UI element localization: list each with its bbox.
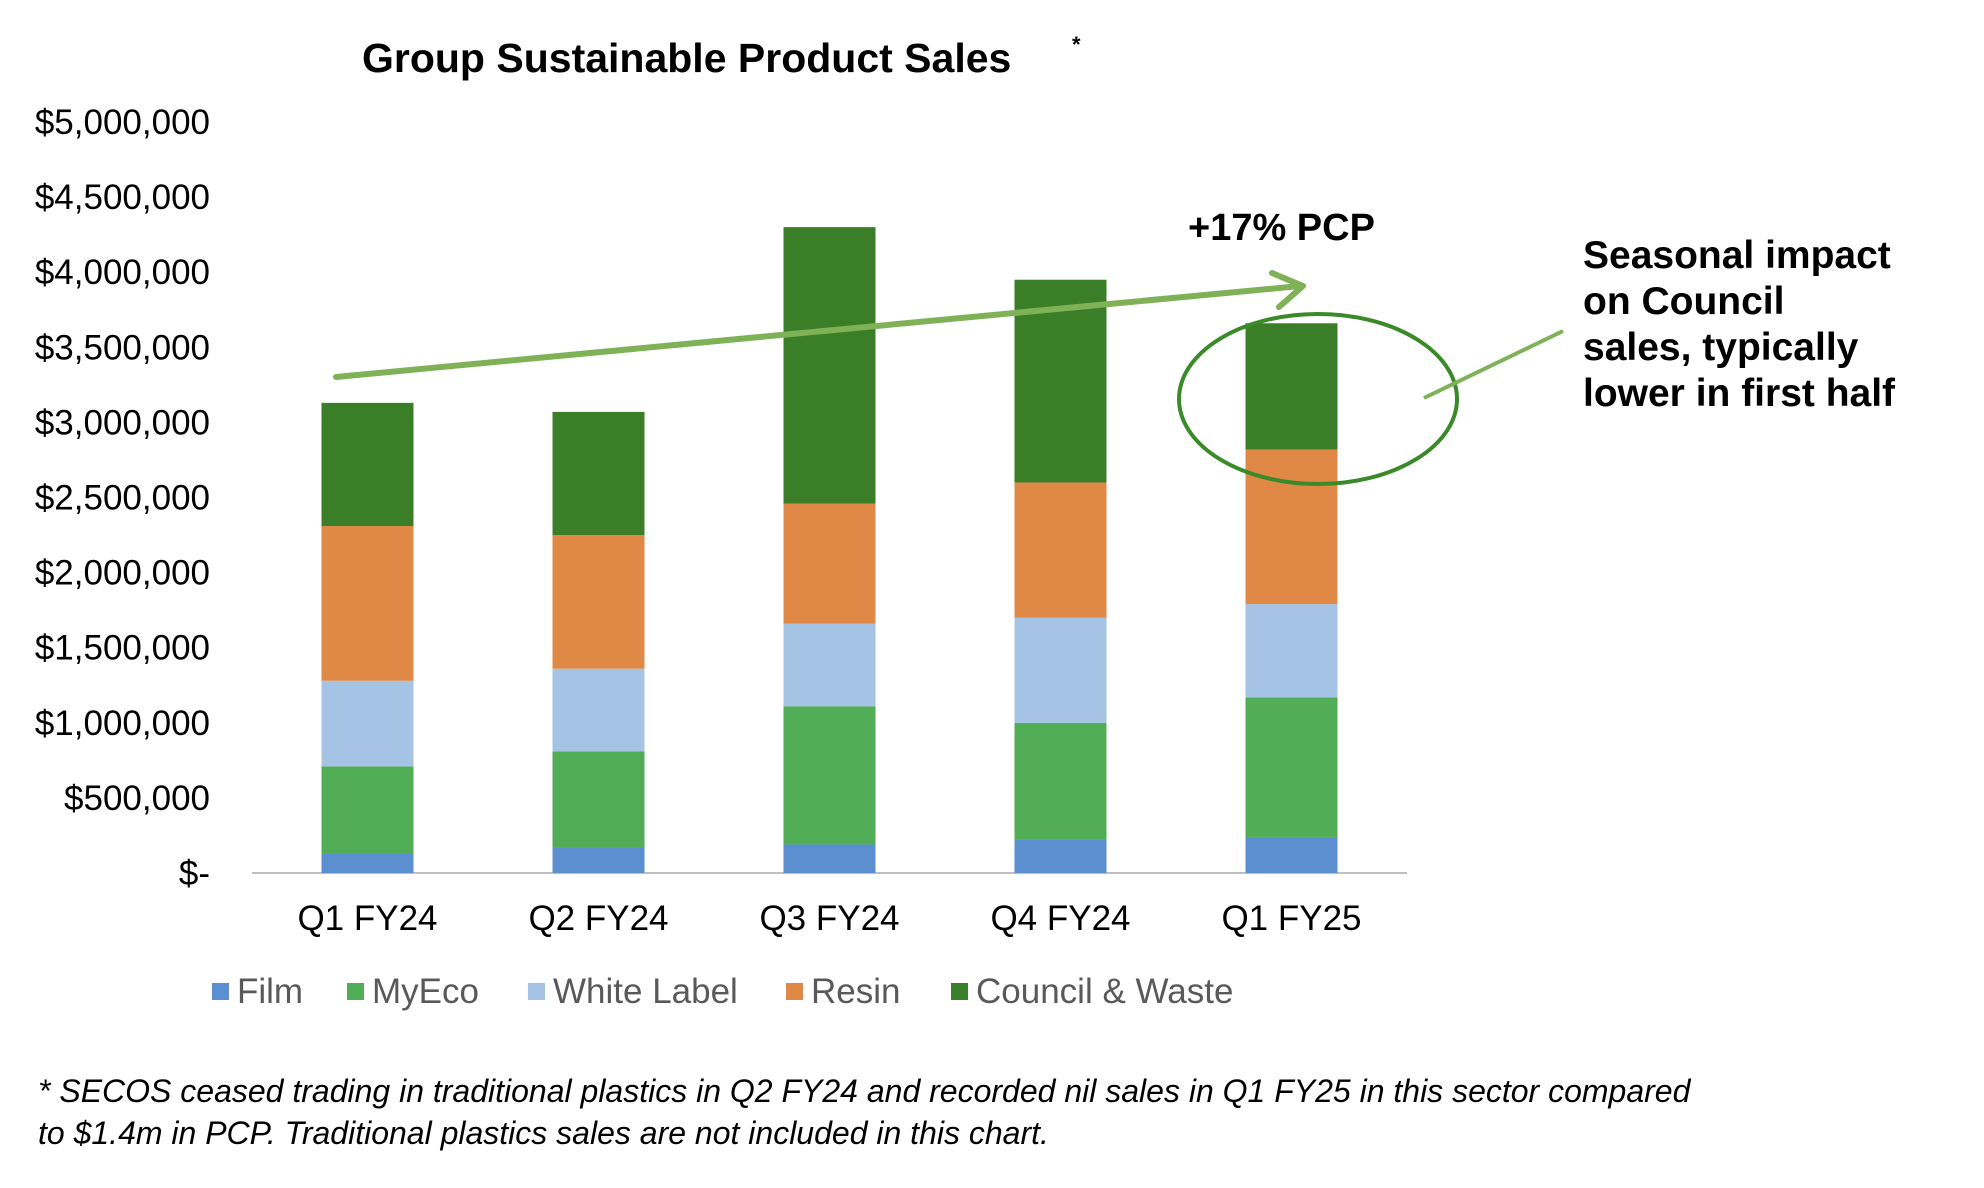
callout-line-4: lower in first half: [1583, 372, 1896, 415]
legend-item: White Label: [528, 972, 738, 1011]
x-tick-label: Q1 FY24: [297, 899, 437, 938]
legend-item: Council & Waste: [951, 972, 1233, 1011]
bar-segment: [1245, 604, 1338, 698]
legend-swatch: [528, 983, 545, 1000]
y-tick-label: $2,500,000: [35, 479, 210, 518]
pcp-growth-label: +17% PCP: [1188, 207, 1375, 249]
callout-line-2: on Council: [1583, 280, 1784, 323]
y-tick-label: $4,000,000: [35, 253, 210, 292]
bar-segment: [783, 503, 876, 624]
growth-annotation: +17% PCP: [333, 207, 1375, 380]
y-tick-label: $3,000,000: [35, 403, 210, 442]
bar-stack: [1014, 279, 1107, 873]
legend-label: Resin: [811, 972, 900, 1011]
bar-segment: [1014, 482, 1107, 618]
bar-segment: [783, 706, 876, 845]
y-tick-label: $-: [179, 854, 210, 893]
bar-stack: [552, 411, 645, 873]
y-tick-label: $500,000: [64, 779, 210, 818]
legend-swatch: [951, 983, 968, 1000]
x-tick-label: Q4 FY24: [990, 899, 1130, 938]
bar-stack: [1245, 323, 1338, 873]
bar-segment: [1245, 836, 1338, 873]
callout-line-1: Seasonal impact: [1583, 234, 1891, 277]
y-tick-label: $1,000,000: [35, 704, 210, 743]
bar-segment: [321, 402, 414, 527]
bar-segment: [552, 847, 645, 873]
bar-segment: [321, 680, 414, 767]
footnote-line-2: to $1.4m in PCP. Traditional plastics sa…: [38, 1115, 1049, 1151]
callout-line-3: sales, typically: [1583, 326, 1859, 369]
legend: Film MyEco White Label Resin Council & Waste: [212, 972, 1233, 1011]
bar-stack: [321, 402, 414, 873]
bar-stack: [783, 227, 876, 873]
legend-swatch: [347, 983, 364, 1000]
bar-segment: [1245, 697, 1338, 837]
bar-segment: [783, 844, 876, 873]
legend-swatch: [786, 983, 803, 1000]
bar-segment: [783, 623, 876, 707]
y-tick-label: $1,500,000: [35, 629, 210, 668]
y-tick-label: $3,500,000: [35, 328, 210, 367]
y-tick-label: $4,500,000: [35, 178, 210, 217]
footnote-line-1: * SECOS ceased trading in traditional pl…: [38, 1073, 1692, 1109]
footnote: * SECOS ceased trading in traditional pl…: [38, 1073, 1692, 1151]
bar-segment: [783, 227, 876, 504]
x-tick-label: Q2 FY24: [528, 899, 668, 938]
bar-segment: [1014, 617, 1107, 723]
highlight-ellipse: [1177, 312, 1459, 486]
legend-label: White Label: [553, 972, 738, 1011]
x-tick-label: Q3 FY24: [759, 899, 899, 938]
arrow-head-icon: [1269, 270, 1306, 310]
chart-title-text: Group Sustainable Product Sales: [362, 35, 1011, 81]
bar-segment: [321, 853, 414, 873]
legend-item: MyEco: [347, 972, 479, 1011]
bar-segment: [1245, 323, 1338, 450]
bar-stacks: [321, 227, 1338, 873]
legend-label: MyEco: [372, 972, 479, 1011]
chart-title: Group Sustainable Product Sales *: [362, 32, 1081, 81]
legend-label: Council & Waste: [976, 972, 1233, 1011]
x-axis: Q1 FY24 Q2 FY24 Q3 FY24 Q4 FY24 Q1 FY25: [297, 899, 1361, 938]
bar-segment: [321, 766, 414, 854]
callout-leader-line: [1423, 329, 1564, 400]
bar-segment: [321, 526, 414, 681]
x-tick-label: Q1 FY25: [1221, 899, 1361, 938]
legend-item: Resin: [786, 972, 900, 1011]
y-tick-label: $5,000,000: [35, 103, 210, 142]
chart-title-marker: *: [1072, 32, 1081, 57]
legend-item: Film: [212, 972, 303, 1011]
legend-label: Film: [237, 972, 303, 1011]
growth-trend-arrow: [333, 283, 1303, 380]
bar-segment: [1014, 722, 1107, 840]
bar-segment: [1245, 449, 1338, 605]
y-tick-label: $2,000,000: [35, 554, 210, 593]
legend-swatch: [212, 983, 229, 1000]
bar-segment: [552, 411, 645, 536]
y-axis: $- $500,000 $1,000,000 $1,500,000 $2,000,000…: [35, 103, 210, 893]
bar-segment: [1014, 839, 1107, 873]
bar-segment: [552, 535, 645, 669]
bar-segment: [552, 751, 645, 848]
bar-segment: [552, 668, 645, 752]
seasonal-callout: Seasonal impact on Council sales, typica…: [1177, 234, 1896, 486]
